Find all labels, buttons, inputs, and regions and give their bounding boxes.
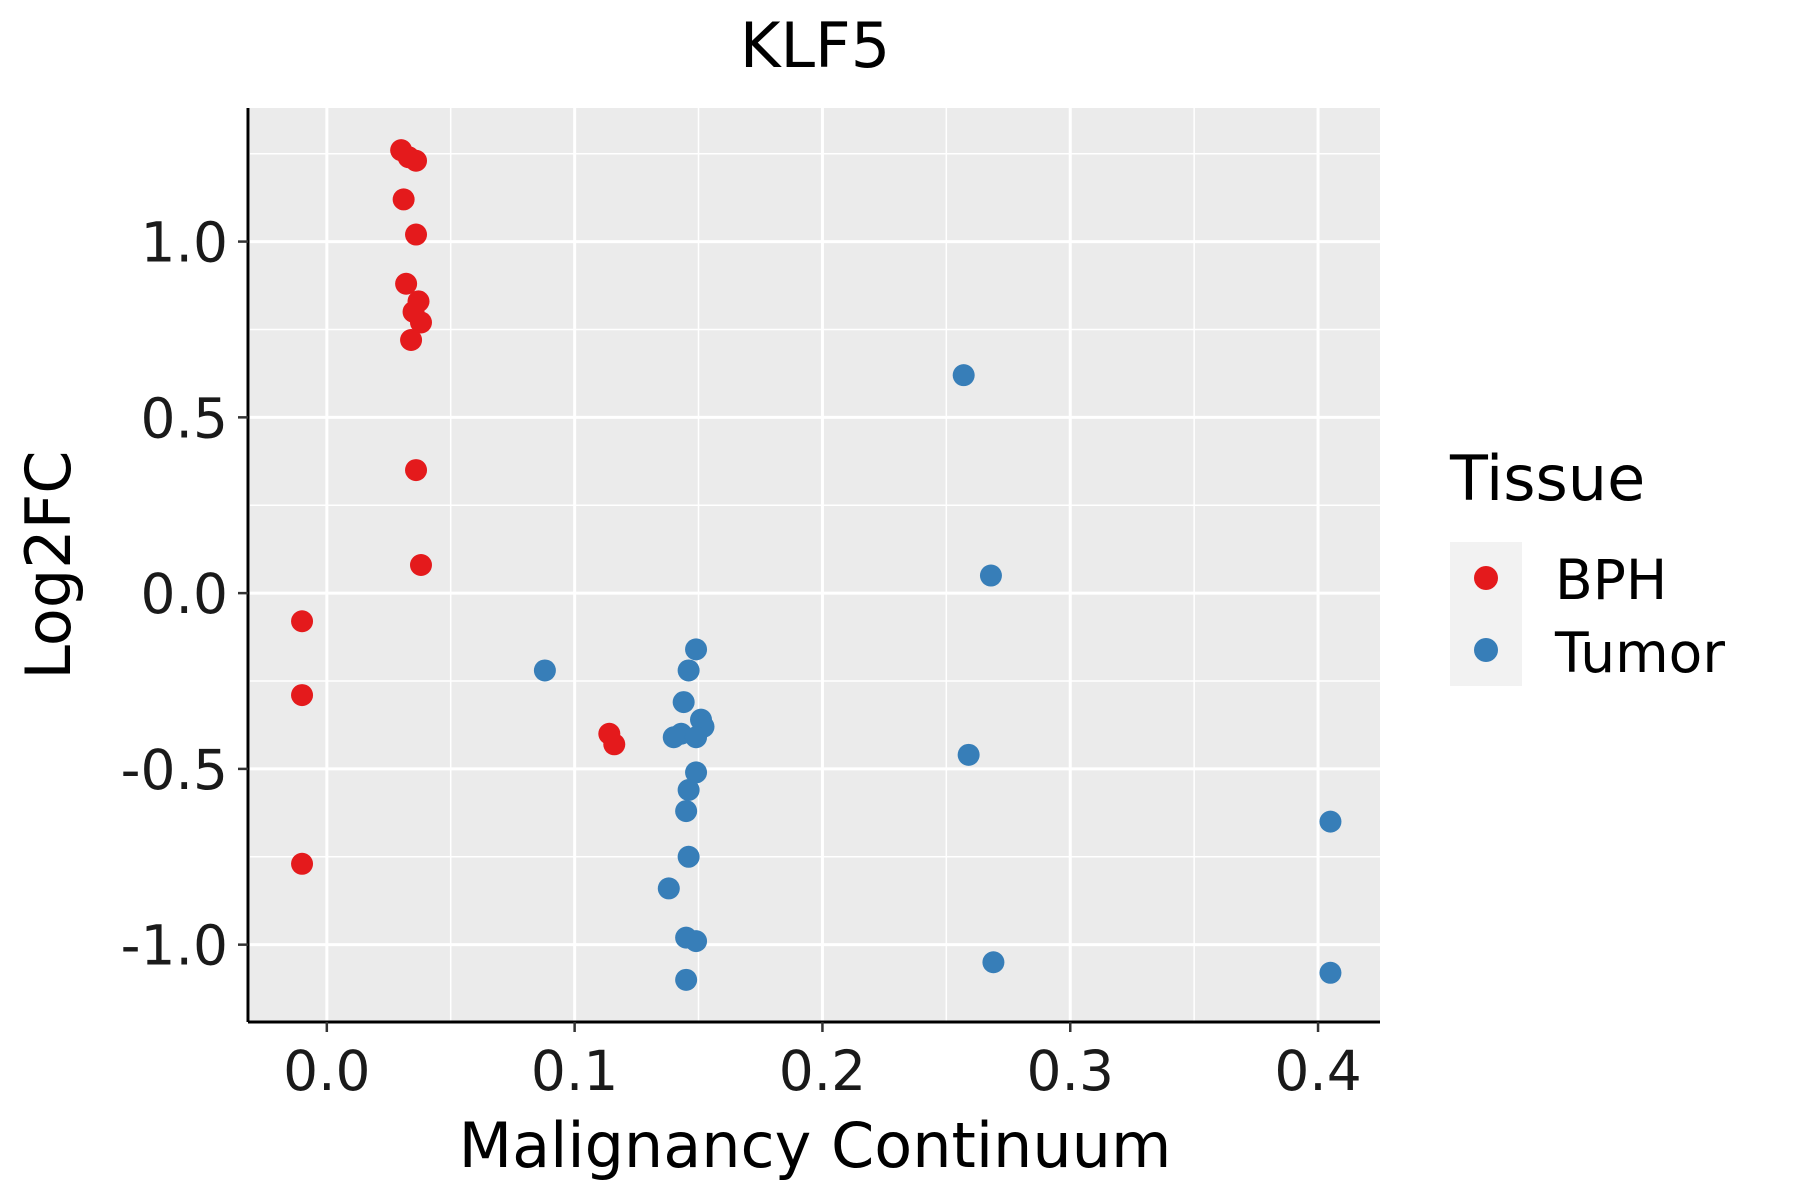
- data-point-tumor: [685, 761, 708, 784]
- data-point-tumor: [1319, 810, 1342, 833]
- data-point-tumor: [982, 951, 1005, 974]
- data-point-tumor: [675, 800, 698, 823]
- data-point-tumor: [685, 726, 708, 749]
- data-point-bph: [409, 311, 432, 334]
- data-point-bph: [405, 459, 428, 482]
- data-point-tumor: [952, 364, 975, 387]
- legend-title: Tissue: [1449, 442, 1645, 515]
- legend-label-tumor: Tumor: [1554, 621, 1725, 685]
- data-point-bph: [291, 852, 314, 875]
- data-point-tumor: [662, 726, 685, 749]
- data-point-tumor: [685, 930, 708, 953]
- data-point-tumor: [677, 659, 700, 682]
- y-axis-title: Log2FC: [12, 450, 85, 679]
- data-point-tumor: [685, 638, 708, 661]
- data-point-tumor: [533, 659, 556, 682]
- y-axis-ticks: -1.0 -0.5 0.0 0.5 1.0: [121, 211, 248, 978]
- data-point-bph: [392, 188, 415, 211]
- legend-key-background: [1450, 542, 1522, 686]
- plot-panel: [250, 108, 1380, 1022]
- x-tick-label: 0.4: [1274, 1039, 1361, 1103]
- y-tick-label: -1.0: [121, 914, 228, 978]
- x-axis-title: Malignancy Continuum: [459, 1109, 1172, 1182]
- data-point-tumor: [675, 968, 698, 991]
- x-tick-label: 0.2: [779, 1039, 866, 1103]
- data-point-bph: [405, 223, 428, 246]
- data-point-tumor: [677, 845, 700, 868]
- x-axis-ticks: 0.0 0.1 0.2 0.3 0.4: [283, 1022, 1362, 1103]
- y-tick-label: 0.0: [141, 562, 228, 626]
- data-point-bph: [603, 733, 626, 756]
- data-point-tumor: [979, 564, 1002, 587]
- data-point-tumor: [677, 778, 700, 801]
- data-point-tumor: [657, 877, 680, 900]
- chart-title: KLF5: [740, 9, 890, 82]
- data-point-bph: [409, 554, 432, 576]
- legend-label-bph: BPH: [1555, 548, 1667, 612]
- data-point-bph: [395, 272, 418, 295]
- x-tick-label: 0.0: [283, 1039, 370, 1103]
- y-tick-label: 0.5: [141, 386, 228, 450]
- data-point-tumor: [672, 691, 695, 714]
- y-tick-label: -0.5: [121, 738, 228, 802]
- major-gridlines: [250, 108, 1380, 1022]
- data-point-bph: [405, 149, 428, 172]
- y-tick-label: 1.0: [141, 211, 228, 275]
- data-points: [291, 139, 1342, 991]
- data-point-bph: [291, 684, 314, 707]
- minor-gridlines: [250, 108, 1380, 1022]
- data-point-bph: [291, 610, 314, 633]
- data-point-bph: [400, 329, 423, 352]
- data-point-tumor: [957, 743, 980, 766]
- legend: Tissue BPH Tumor: [1449, 442, 1725, 686]
- legend-key-bph: [1474, 566, 1498, 590]
- x-tick-label: 0.1: [531, 1039, 618, 1103]
- x-tick-label: 0.3: [1027, 1039, 1114, 1103]
- legend-key-tumor: [1474, 638, 1498, 662]
- data-point-tumor: [1319, 961, 1342, 984]
